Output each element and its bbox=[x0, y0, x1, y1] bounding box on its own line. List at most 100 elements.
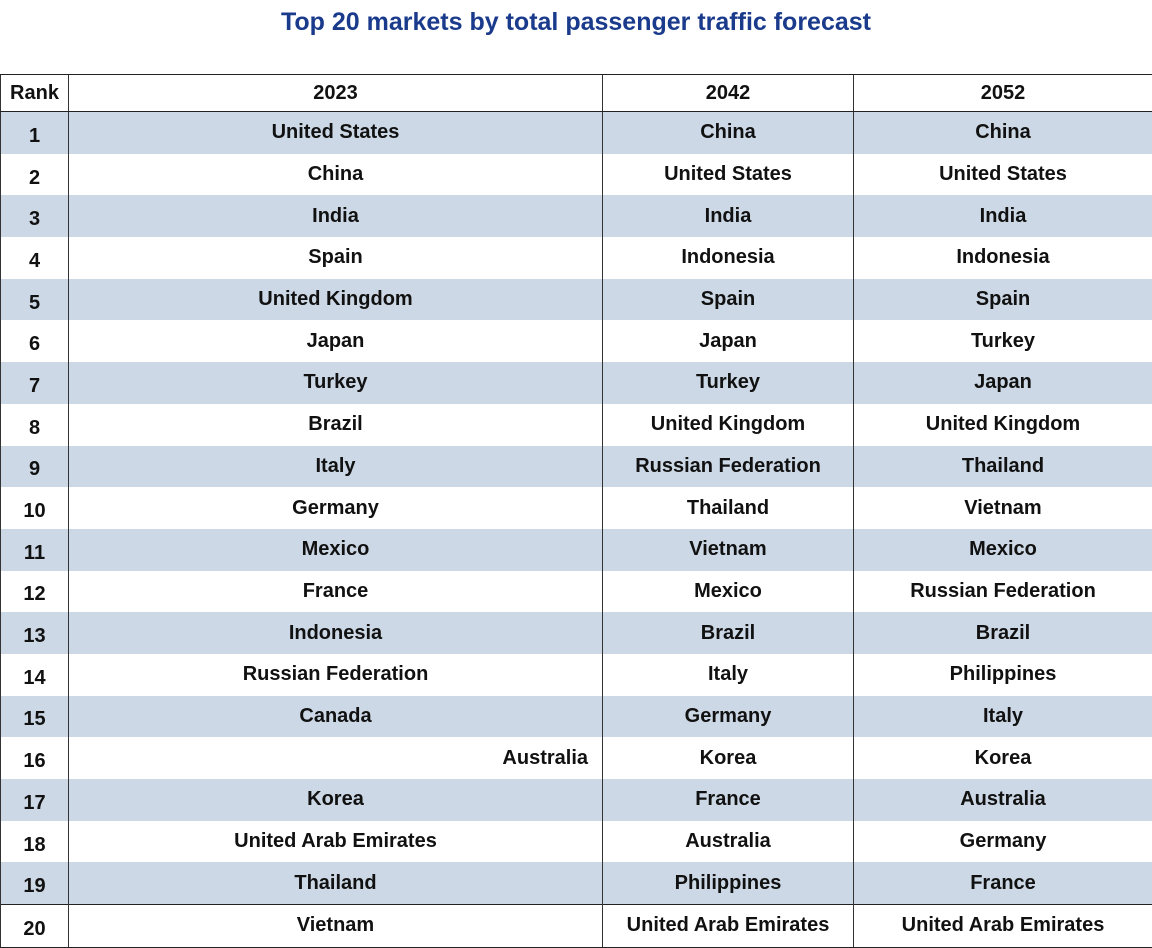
market-2052-cell: Vietnam bbox=[854, 487, 1152, 529]
rank-cell: 4 bbox=[1, 237, 69, 279]
market-2052-cell: Brazil bbox=[854, 612, 1152, 654]
rank-cell: 20 bbox=[1, 905, 69, 948]
rank-cell: 10 bbox=[1, 487, 69, 529]
market-2023-cell: Spain bbox=[69, 237, 603, 279]
market-2052-cell: India bbox=[854, 195, 1152, 237]
page-title: Top 20 markets by total passenger traffi… bbox=[0, 8, 1152, 37]
market-2042-cell: India bbox=[603, 195, 854, 237]
market-2052-cell: United States bbox=[854, 154, 1152, 196]
market-2042-cell: Vietnam bbox=[603, 529, 854, 571]
market-2023-cell: Korea bbox=[69, 779, 603, 821]
market-2023-cell: China bbox=[69, 154, 603, 196]
market-2042-cell: Brazil bbox=[603, 612, 854, 654]
market-2023-cell: Australia bbox=[69, 737, 603, 779]
market-2052-cell: United Kingdom bbox=[854, 404, 1152, 446]
market-2052-cell: Philippines bbox=[854, 654, 1152, 696]
market-2023-cell: United Arab Emirates bbox=[69, 821, 603, 863]
market-2042-cell: France bbox=[603, 779, 854, 821]
market-2023-cell: Japan bbox=[69, 320, 603, 362]
market-2023-cell: Brazil bbox=[69, 404, 603, 446]
market-2023-cell: Turkey bbox=[69, 362, 603, 404]
market-2042-cell: Spain bbox=[603, 279, 854, 321]
market-2023-cell: Vietnam bbox=[69, 905, 603, 948]
rank-cell: 8 bbox=[1, 404, 69, 446]
rank-cell: 1 bbox=[1, 112, 69, 154]
market-2023-cell: Indonesia bbox=[69, 612, 603, 654]
market-2023-cell: United Kingdom bbox=[69, 279, 603, 321]
rank-cell: 15 bbox=[1, 696, 69, 738]
rank-cell: 16 bbox=[1, 737, 69, 779]
market-2052-cell: Mexico bbox=[854, 529, 1152, 571]
market-2042-cell: Indonesia bbox=[603, 237, 854, 279]
market-2042-cell: Korea bbox=[603, 737, 854, 779]
market-2042-cell: United States bbox=[603, 154, 854, 196]
market-2023-cell: Mexico bbox=[69, 529, 603, 571]
market-2023-cell: Russian Federation bbox=[69, 654, 603, 696]
market-2052-cell: Italy bbox=[854, 696, 1152, 738]
market-2042-cell: China bbox=[603, 112, 854, 154]
market-2023-cell: Germany bbox=[69, 487, 603, 529]
market-2042-cell: Mexico bbox=[603, 571, 854, 613]
market-2042-cell: Australia bbox=[603, 821, 854, 863]
header-row: Rank 2023 2042 2052 bbox=[1, 75, 1152, 112]
market-2052-cell: Russian Federation bbox=[854, 571, 1152, 613]
market-2023-cell: India bbox=[69, 195, 603, 237]
market-2052-cell: China bbox=[854, 112, 1152, 154]
market-2042-cell: Russian Federation bbox=[603, 446, 854, 488]
rank-cell: 17 bbox=[1, 779, 69, 821]
market-2052-cell: Germany bbox=[854, 821, 1152, 863]
market-2052-cell: France bbox=[854, 862, 1152, 904]
market-2042-cell: Japan bbox=[603, 320, 854, 362]
header-2052: 2052 bbox=[854, 75, 1152, 112]
rank-cell: 6 bbox=[1, 320, 69, 362]
rank-cell: 3 bbox=[1, 195, 69, 237]
market-2023-cell: France bbox=[69, 571, 603, 613]
rank-cell: 13 bbox=[1, 612, 69, 654]
market-2052-cell: Japan bbox=[854, 362, 1152, 404]
rank-cell: 14 bbox=[1, 654, 69, 696]
market-2042-cell: Germany bbox=[603, 696, 854, 738]
rank-cell: 9 bbox=[1, 446, 69, 488]
rank-cell: 5 bbox=[1, 279, 69, 321]
header-rank: Rank bbox=[1, 75, 69, 112]
market-2023-cell: Thailand bbox=[69, 862, 603, 904]
rank-cell: 2 bbox=[1, 154, 69, 196]
market-2023-cell: Canada bbox=[69, 696, 603, 738]
header-2023: 2023 bbox=[69, 75, 603, 112]
market-2042-cell: Italy bbox=[603, 654, 854, 696]
market-2042-cell: Turkey bbox=[603, 362, 854, 404]
header-2042: 2042 bbox=[603, 75, 854, 112]
market-2042-cell: United Arab Emirates bbox=[603, 905, 854, 948]
market-2052-cell: Turkey bbox=[854, 320, 1152, 362]
market-2052-cell: Korea bbox=[854, 737, 1152, 779]
market-2052-cell: Thailand bbox=[854, 446, 1152, 488]
market-2042-cell: Thailand bbox=[603, 487, 854, 529]
market-2023-cell: Italy bbox=[69, 446, 603, 488]
market-2052-cell: Australia bbox=[854, 779, 1152, 821]
rank-cell: 19 bbox=[1, 862, 69, 904]
market-2042-cell: Philippines bbox=[603, 862, 854, 904]
rank-cell: 18 bbox=[1, 821, 69, 863]
market-2023-cell: United States bbox=[69, 112, 603, 154]
market-2052-cell: Spain bbox=[854, 279, 1152, 321]
